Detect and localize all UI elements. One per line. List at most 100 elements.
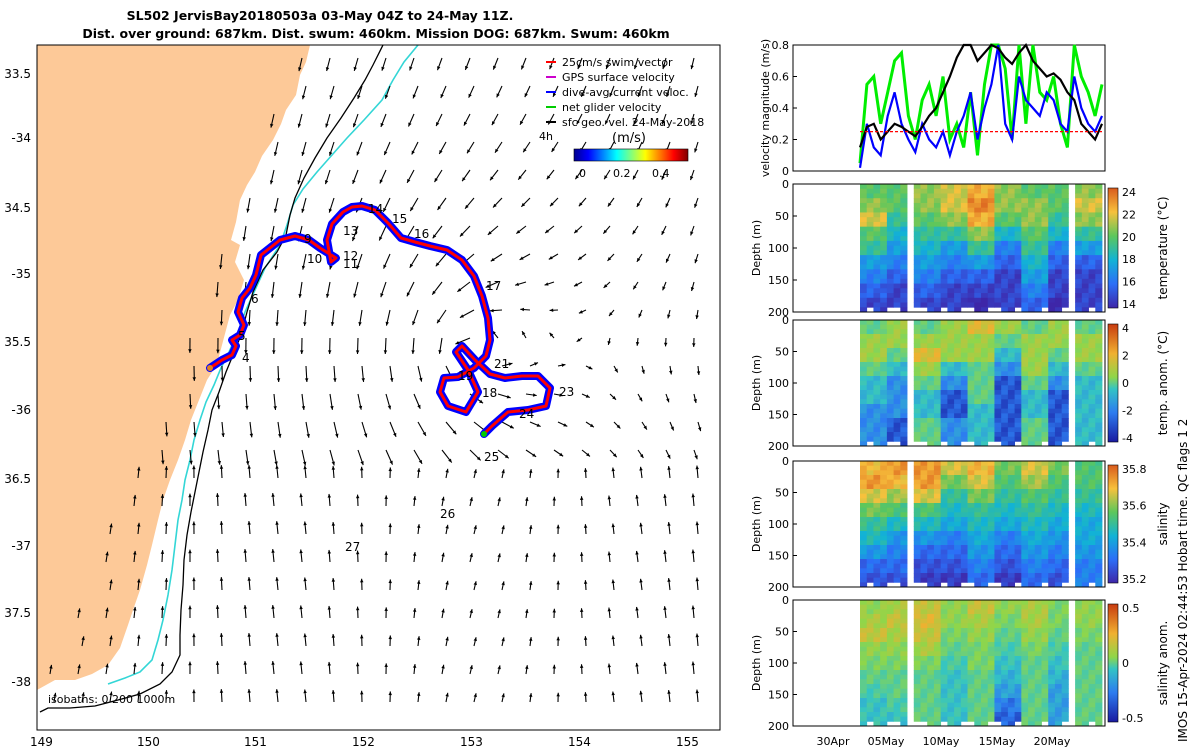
velocity-arrowhead — [327, 549, 332, 554]
velocity-arrowhead — [247, 322, 252, 326]
heat-cell — [880, 623, 888, 629]
heat-cell — [1075, 674, 1083, 680]
heat-cell — [940, 531, 948, 537]
heat-cell — [1075, 702, 1083, 708]
heat-cell — [866, 297, 874, 303]
velocity-arrowhead — [192, 377, 196, 381]
velocity-arrowhead — [331, 466, 336, 470]
heat-cell — [880, 489, 888, 495]
heat-cell — [974, 507, 982, 513]
heat-cell — [960, 632, 968, 638]
heat-cell — [880, 479, 888, 485]
heat-cell — [1001, 465, 1009, 471]
heat-cell — [974, 432, 982, 438]
heat-cell — [967, 259, 975, 265]
heat-cell — [960, 202, 968, 209]
heat-cell — [893, 297, 901, 303]
heat-cell — [1034, 217, 1042, 223]
heat-cell — [900, 399, 908, 405]
velocity-arrowhead — [388, 691, 392, 696]
heat-cell — [1081, 221, 1089, 228]
heat-cell — [1034, 408, 1042, 414]
heat-cell — [1061, 436, 1069, 442]
heat-cell — [1095, 679, 1103, 685]
heat-cell — [1095, 493, 1103, 499]
heat-cell — [994, 188, 1002, 194]
heat-cell — [933, 707, 942, 713]
heat-cell — [1061, 413, 1069, 419]
heat-cell — [927, 642, 935, 648]
heat-cell — [873, 193, 881, 199]
heat-cell — [1014, 651, 1022, 657]
heat-cell — [1048, 376, 1056, 382]
heat-cell — [974, 479, 982, 485]
heat-cell — [1054, 288, 1063, 294]
heat-cell — [933, 198, 942, 204]
heat-cell — [1048, 399, 1056, 405]
date-tick: 10May — [923, 735, 960, 748]
heat-cell — [1095, 427, 1103, 433]
velocity-arrowhead — [271, 661, 275, 665]
heat-cell — [860, 348, 868, 354]
day-label: 24 — [519, 407, 534, 421]
heat-cell — [900, 184, 908, 190]
heat-cell — [1041, 512, 1049, 518]
velocity-arrowhead — [81, 692, 85, 697]
heat-cell — [1028, 302, 1036, 308]
heat-cell — [1007, 526, 1016, 532]
heat-cell — [1041, 343, 1049, 349]
heat-cell — [866, 418, 874, 424]
heat-cell — [1014, 470, 1022, 476]
heat-cell — [994, 343, 1002, 349]
heat-cell — [866, 637, 874, 643]
heat-cell — [893, 329, 901, 335]
velocity-arrowhead — [412, 321, 416, 326]
heat-cell — [1081, 563, 1089, 569]
heat-cell — [1048, 642, 1056, 648]
heat-cell — [960, 413, 968, 419]
heat-cell — [880, 507, 888, 513]
heat-cell — [873, 390, 881, 396]
heat-cell — [933, 329, 942, 335]
heat-cell — [981, 707, 989, 713]
heat-cell — [873, 651, 881, 657]
heat-cell — [933, 721, 942, 727]
heat-cell — [1007, 604, 1016, 610]
heat-cell — [913, 404, 921, 410]
heat-cell — [981, 702, 989, 708]
heat-cell — [987, 221, 995, 228]
heat-cell — [1081, 688, 1089, 694]
velocity-arrowhead — [418, 459, 423, 464]
heat-cell — [994, 679, 1002, 685]
colorbar-tick: -4 — [1122, 432, 1133, 445]
heat-cell — [954, 568, 962, 574]
heat-cell — [880, 702, 888, 708]
heat-cell — [873, 656, 881, 662]
heat-cell — [1075, 427, 1083, 433]
heat-cell — [913, 461, 921, 467]
heat-cell — [1061, 540, 1069, 546]
heat-cell — [960, 563, 968, 569]
velocity-arrowhead — [133, 550, 137, 555]
heat-cell — [960, 489, 968, 495]
heat-cell — [886, 274, 895, 280]
heat-cell — [1088, 264, 1096, 270]
heat-cell — [1021, 716, 1029, 722]
velocity-arrowhead — [164, 432, 169, 437]
heat-cell — [1021, 618, 1029, 624]
heat-cell — [1088, 679, 1096, 685]
heat-cell — [927, 334, 935, 340]
heat-cell — [927, 324, 935, 330]
heat-cell — [866, 693, 874, 699]
heat-cell — [954, 507, 962, 513]
heat-cell — [954, 632, 962, 638]
heat-cell — [927, 693, 935, 699]
heat-cell — [927, 307, 935, 313]
heat-cell — [1034, 188, 1042, 194]
heat-cell — [913, 269, 921, 275]
heat-cell — [960, 427, 968, 433]
velocity-arrowhead — [219, 265, 223, 269]
heat-cell — [913, 618, 921, 624]
heat-cell — [947, 259, 955, 265]
heat-cell — [1001, 255, 1009, 261]
